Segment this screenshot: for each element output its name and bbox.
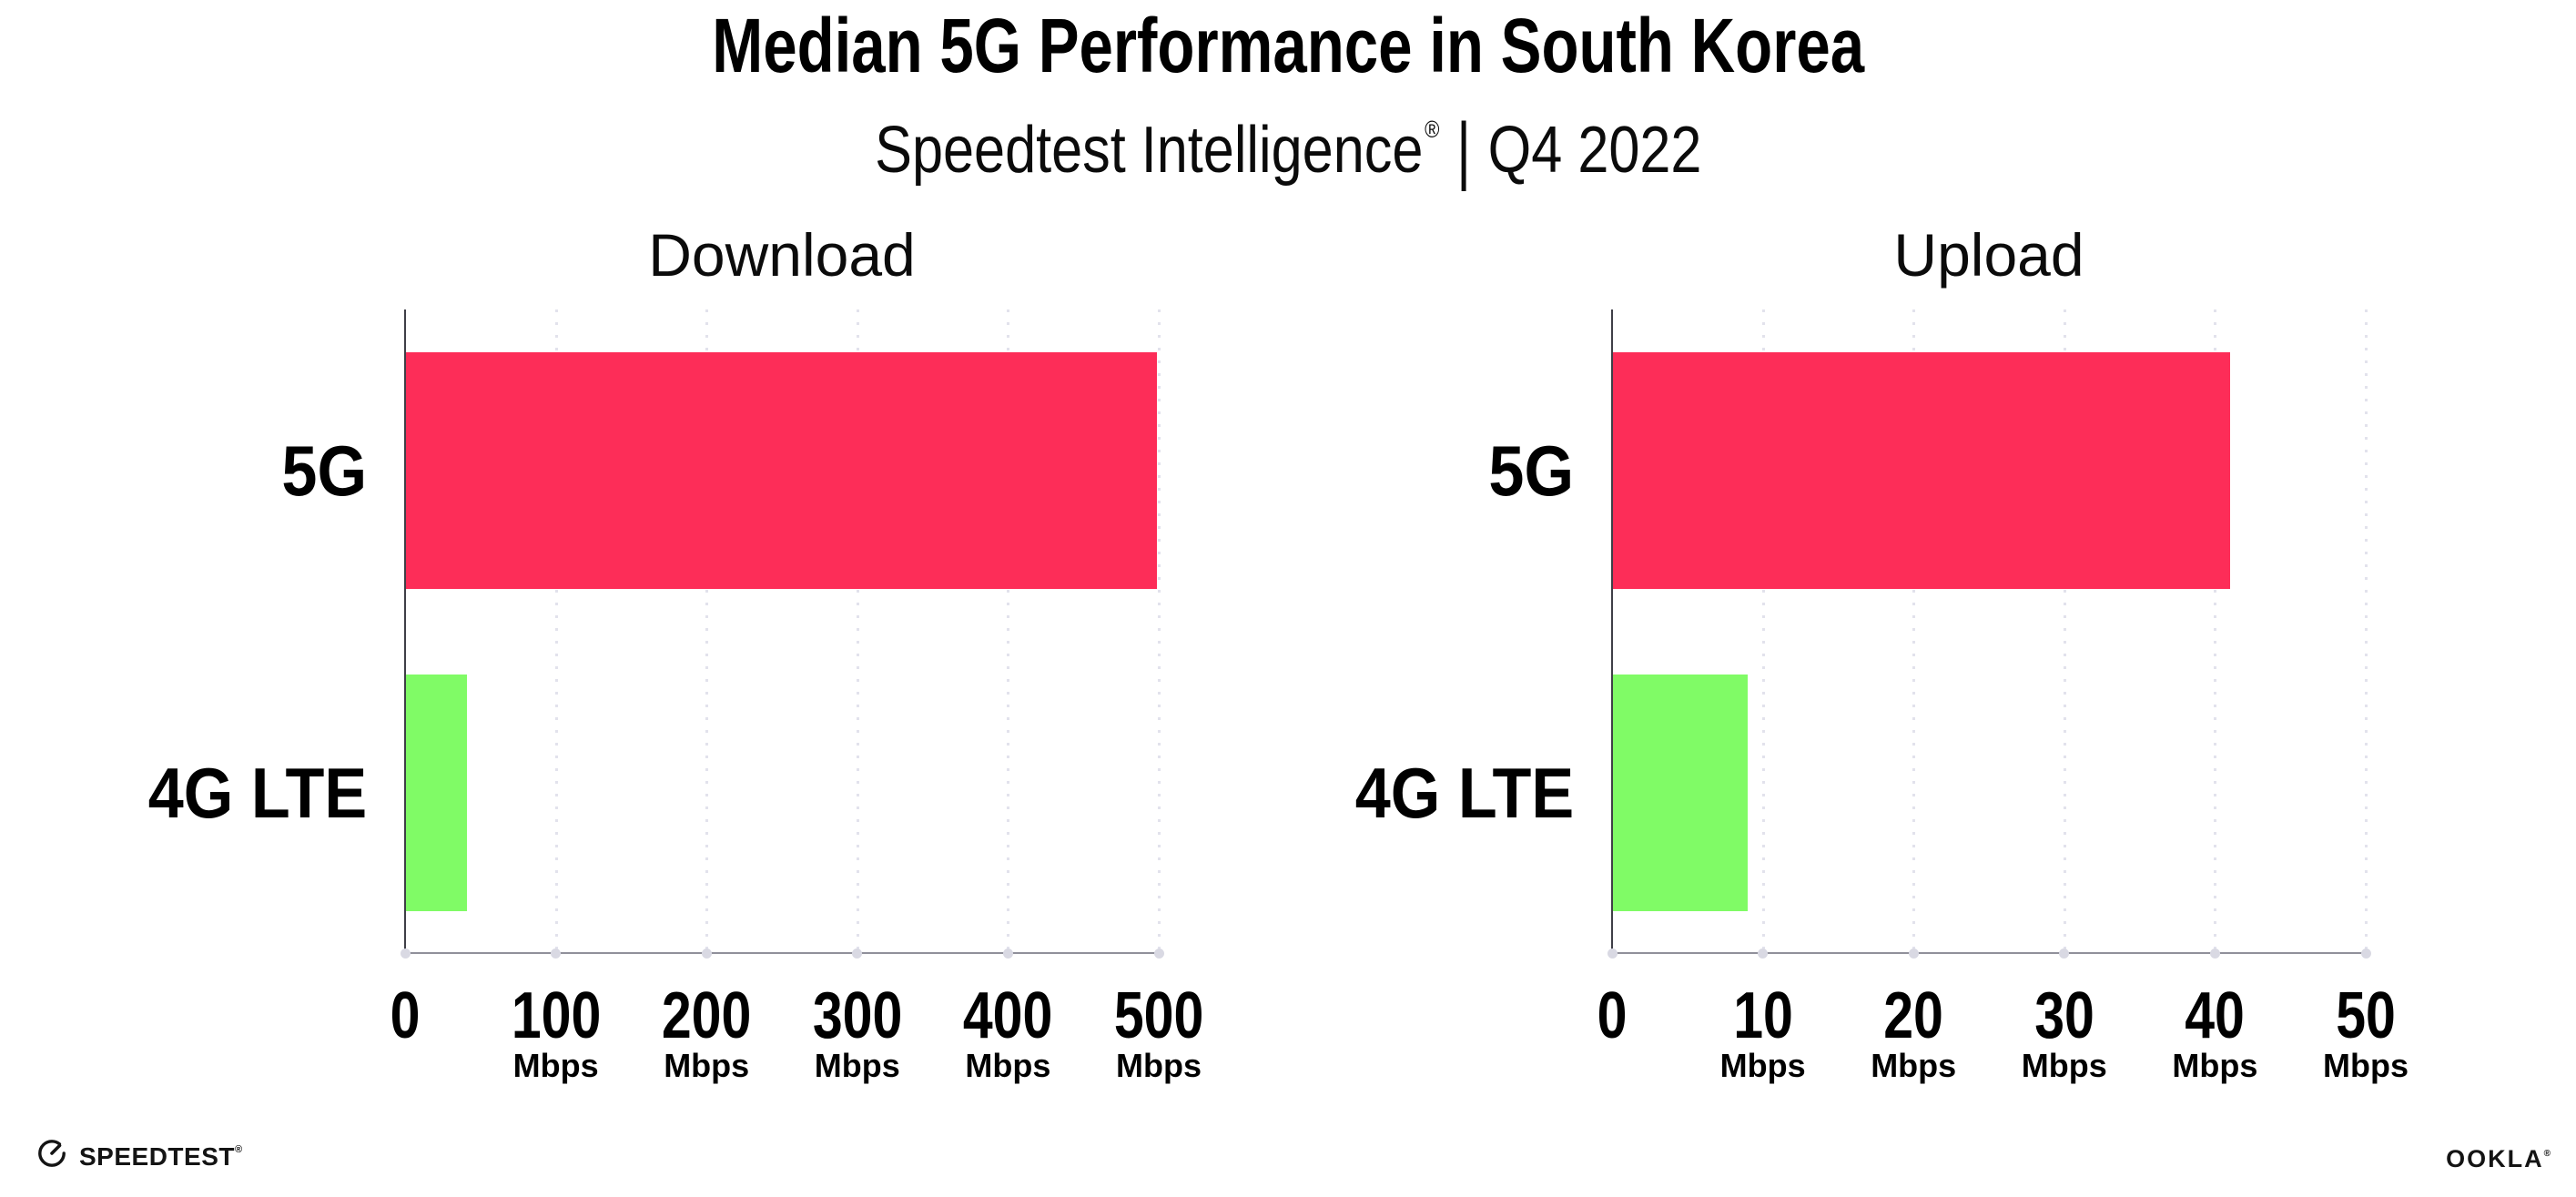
category-label-upload-5g-text: 5G xyxy=(1488,431,1574,511)
tick-label-upload-0-text: 0 xyxy=(1597,979,1628,1052)
tick-label-upload-50: 50 xyxy=(2266,979,2466,1052)
bar-download-4g-lte xyxy=(405,675,467,911)
tick-unit-download-300: Mbps xyxy=(814,1047,900,1084)
speedtest-wordmark: SPEEDTEST® xyxy=(79,1134,243,1172)
axis-dot-download-0 xyxy=(400,948,411,959)
subtitle-period: Q4 2022 xyxy=(1487,114,1702,187)
registered-mark: ® xyxy=(1424,116,1440,143)
tick-label-download-100-text: 100 xyxy=(511,979,601,1052)
category-label-download-4g-lte: 4G LTE xyxy=(0,753,367,833)
tick-label-download-0-text: 0 xyxy=(390,979,421,1052)
gridline-download-300 xyxy=(856,309,859,954)
category-label-upload-4g-lte-text: 4G LTE xyxy=(1354,753,1574,833)
gridline-download-500 xyxy=(1158,309,1161,954)
axis-dot-upload-10 xyxy=(1758,948,1769,959)
gridline-download-200 xyxy=(705,309,709,954)
gridline-upload-30 xyxy=(2063,309,2066,954)
x-axis-upload xyxy=(1612,952,2366,954)
y-axis-download xyxy=(404,309,406,954)
tick-unit-download-200: Mbps xyxy=(664,1047,750,1084)
tick-label-download-300-text: 300 xyxy=(812,979,903,1052)
tick-unit-download-400: Mbps xyxy=(965,1047,1051,1084)
tick-label-upload-50-text: 50 xyxy=(2336,979,2396,1052)
axis-dot-upload-40 xyxy=(2209,948,2220,959)
gridline-download-400 xyxy=(1007,309,1010,954)
subtitle-separator: | xyxy=(1455,108,1471,192)
category-label-upload-5g: 5G xyxy=(1182,431,1574,511)
category-label-download-5g-text: 5G xyxy=(281,431,367,511)
gridline-upload-40 xyxy=(2214,309,2217,954)
tick-label-download-400-text: 400 xyxy=(963,979,1053,1052)
tick-label-download-400: 400 xyxy=(908,979,1108,1052)
gridline-upload-50 xyxy=(2365,309,2368,954)
tick-label-download-200-text: 200 xyxy=(661,979,752,1052)
bar-upload-4g-lte xyxy=(1612,675,1749,911)
gridline-download-100 xyxy=(554,309,558,954)
tick-label-upload-10-text: 10 xyxy=(1732,979,1793,1052)
axis-dot-download-100 xyxy=(551,948,562,959)
tick-label-download-100: 100 xyxy=(456,979,656,1052)
plot-area-download xyxy=(404,309,1161,954)
y-axis-upload xyxy=(1611,309,1613,954)
subtitle-brand: Speedtest Intelligence xyxy=(874,114,1424,187)
axis-dot-download-400 xyxy=(1002,948,1013,959)
tick-unit-upload-30: Mbps xyxy=(2021,1047,2107,1084)
category-label-download-5g: 5G xyxy=(0,431,367,511)
axis-dot-upload-20 xyxy=(1908,948,1919,959)
tick-label-upload-0: 0 xyxy=(1512,979,1712,1052)
tick-label-upload-20-text: 20 xyxy=(1883,979,1944,1052)
axis-dot-download-500 xyxy=(1153,948,1164,959)
gridline-upload-20 xyxy=(1912,309,1916,954)
tick-unit-upload-10: Mbps xyxy=(1719,1047,1806,1084)
axis-dot-upload-30 xyxy=(2059,948,2070,959)
axis-dot-download-200 xyxy=(701,948,712,959)
chart-title-upload: Upload xyxy=(1612,220,2366,289)
axis-dot-upload-0 xyxy=(1607,948,1618,959)
tick-unit-upload-20: Mbps xyxy=(1871,1047,1957,1084)
tick-label-download-0: 0 xyxy=(305,979,505,1052)
tick-unit-download-100: Mbps xyxy=(512,1047,599,1084)
axis-dot-upload-50 xyxy=(2360,948,2371,959)
speedtest-logo: SPEEDTEST® xyxy=(36,1134,243,1172)
bar-download-5g xyxy=(405,352,1158,589)
ookla-wordmark-text: OOKLA xyxy=(2446,1145,2544,1172)
chart-title-upload-text: Upload xyxy=(1893,221,2084,289)
page-title: Median 5G Performance in South Korea xyxy=(0,2,2576,89)
bar-upload-5g xyxy=(1612,352,2230,589)
tick-label-download-500-text: 500 xyxy=(1113,979,1204,1052)
speedtest-gauge-icon xyxy=(38,1140,66,1167)
tick-label-upload-40-text: 40 xyxy=(2185,979,2246,1052)
plot-area-upload xyxy=(1611,309,2368,954)
category-label-download-4g-lte-text: 4G LTE xyxy=(147,753,367,833)
subtitle-inner: Speedtest Intelligence® | Q4 2022 xyxy=(875,87,1701,192)
tick-label-upload-30-text: 30 xyxy=(2033,979,2094,1052)
speedtest-registered-mark: ® xyxy=(234,1144,243,1155)
chart-title-download-text: Download xyxy=(648,221,916,289)
chart-title-download: Download xyxy=(405,220,1159,289)
tick-label-upload-20: 20 xyxy=(1813,979,2013,1052)
tick-label-download-200: 200 xyxy=(606,979,806,1052)
gridline-upload-10 xyxy=(1761,309,1765,954)
tick-label-upload-40: 40 xyxy=(2115,979,2315,1052)
category-label-upload-4g-lte: 4G LTE xyxy=(1182,753,1574,833)
tick-unit-download-500: Mbps xyxy=(1116,1047,1202,1084)
tick-label-upload-10: 10 xyxy=(1663,979,1863,1052)
axis-dot-download-300 xyxy=(852,948,863,959)
speedtest-wordmark-text: SPEEDTEST xyxy=(79,1142,235,1171)
ookla-logo: OOKLA® xyxy=(2446,1140,2551,1173)
tick-unit-upload-50: Mbps xyxy=(2323,1047,2409,1084)
tick-label-download-300: 300 xyxy=(757,979,958,1052)
page-subtitle: Speedtest Intelligence® | Q4 2022 xyxy=(0,87,2576,192)
page-title-text: Median 5G Performance in South Korea xyxy=(712,3,1864,88)
ookla-registered-mark: ® xyxy=(2543,1149,2551,1159)
tick-unit-upload-40: Mbps xyxy=(2172,1047,2258,1084)
tick-label-upload-30: 30 xyxy=(1964,979,2165,1052)
tick-label-download-500: 500 xyxy=(1059,979,1259,1052)
x-axis-download xyxy=(405,952,1159,954)
